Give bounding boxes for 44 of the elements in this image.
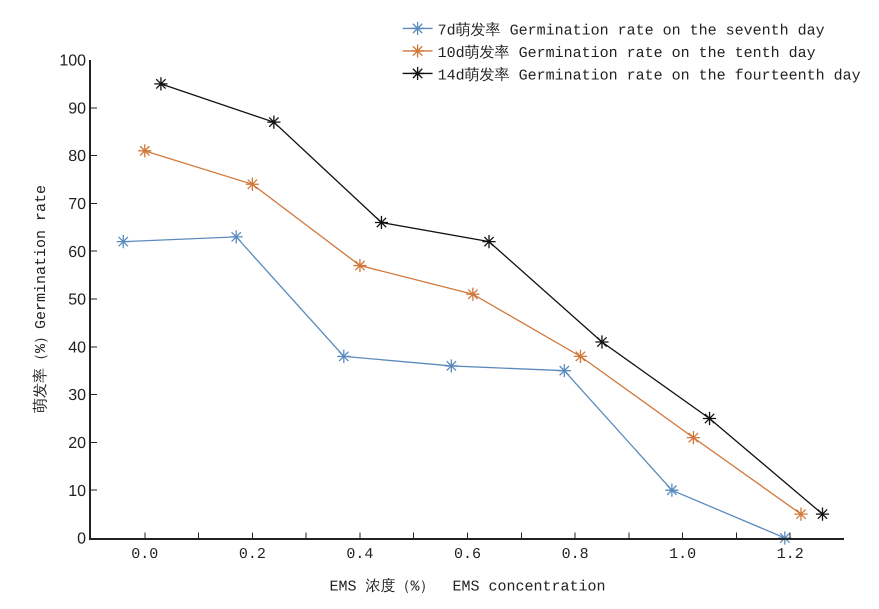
y-tick-label: 20 xyxy=(68,435,86,452)
point xyxy=(466,286,480,302)
point xyxy=(815,506,830,522)
point xyxy=(116,234,131,249)
y-axis-title: 萌发率（%）Germination rate xyxy=(32,184,50,414)
point xyxy=(573,349,588,364)
point xyxy=(482,234,496,249)
point xyxy=(336,349,352,364)
y-tick-label: 70 xyxy=(68,196,86,213)
legend-label: 7d萌发率 Germination rate on the seventh day xyxy=(438,21,825,40)
point xyxy=(228,230,244,244)
point xyxy=(686,430,701,445)
x-tick-label: 0.4 xyxy=(346,546,374,563)
point xyxy=(352,258,368,273)
y-tick-label: 100 xyxy=(59,52,86,70)
x-tick-label: 0.2 xyxy=(238,546,266,563)
y-tick-label: 90 xyxy=(68,100,86,118)
point xyxy=(794,506,808,522)
y-tick-label: 60 xyxy=(68,244,86,261)
x-tick-label: 1.2 xyxy=(776,546,804,563)
point xyxy=(245,177,260,192)
y-tick-label: 40 xyxy=(68,339,86,356)
x-tick-label: 0.0 xyxy=(131,546,158,563)
point xyxy=(778,530,792,546)
x-tick-label: 1.0 xyxy=(669,546,696,563)
x-axis-title: EMS 浓度（%） EMS concentration xyxy=(329,577,606,596)
y-tick-label: 80 xyxy=(68,148,86,166)
point xyxy=(138,144,152,158)
x-tick-label: 0.8 xyxy=(562,546,589,563)
legend-label: 14d萌发率 Germination rate on the fourteenth day xyxy=(438,66,861,84)
y-tick-label: 30 xyxy=(68,387,86,404)
y-tick-label: 0 xyxy=(77,530,86,548)
point xyxy=(266,114,282,130)
point xyxy=(664,482,680,498)
x-tick-label: 0.6 xyxy=(454,546,482,563)
point xyxy=(594,334,610,350)
point xyxy=(557,363,572,378)
point xyxy=(444,358,459,374)
y-tick-label: 10 xyxy=(68,482,86,500)
legend-label: 10d萌发率 Germination rate on the tenth day xyxy=(438,44,816,62)
point xyxy=(374,215,389,230)
point xyxy=(154,76,168,92)
point xyxy=(702,411,717,426)
y-tick-label: 50 xyxy=(68,292,86,309)
